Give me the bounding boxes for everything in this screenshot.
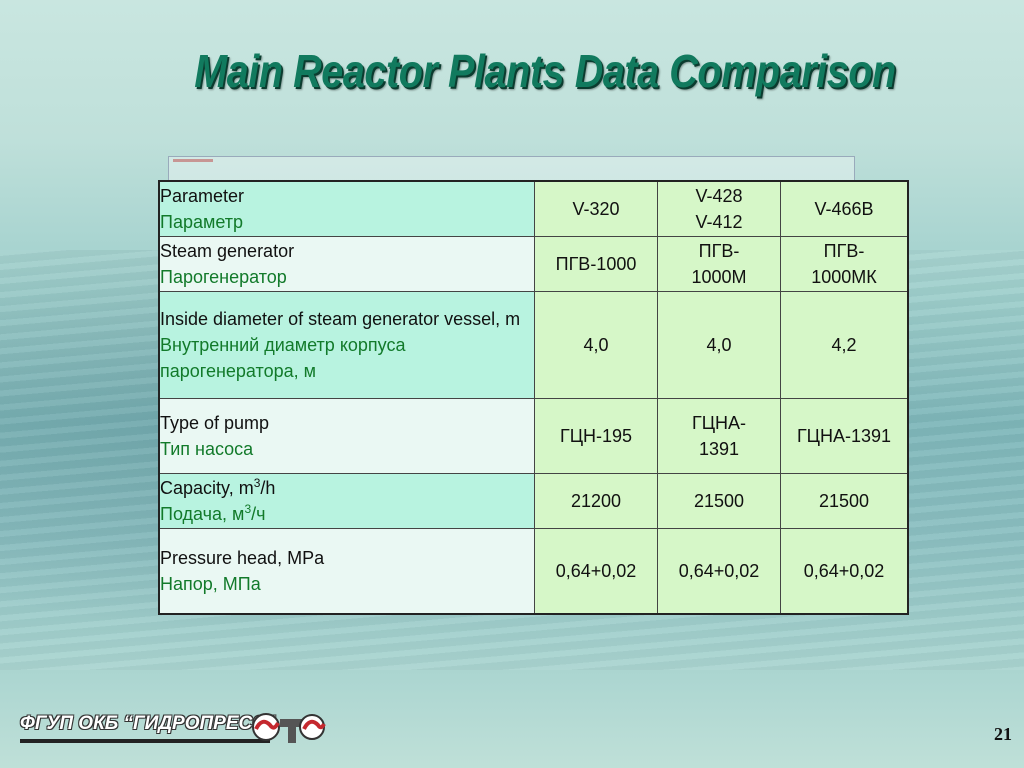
- value-line: 1391: [698, 438, 740, 459]
- param-en-unit: /h: [260, 477, 276, 498]
- table-row: Parameter Параметр V-320 V-428 V-412 V-46…: [158, 180, 909, 237]
- value-line: V-412: [695, 211, 743, 232]
- param-ru-text: Подача, м: [160, 503, 245, 524]
- value-line: 4,2: [831, 334, 857, 355]
- table-row: Type of pump Тип насоса ГЦН-195 ГЦНА- 139…: [158, 397, 909, 474]
- value-line: ГЦНА-: [691, 412, 747, 433]
- value-line: 0,64+0,02: [678, 560, 760, 581]
- value-line: ПГВ-1000: [555, 253, 637, 274]
- param-ru: Подача, м3/ч: [160, 501, 534, 527]
- param-cell: Pressure head, MPa Напор, МПа: [158, 527, 535, 615]
- value-v466: ГЦНА-1391: [780, 397, 909, 474]
- table-frame: [168, 156, 855, 183]
- logo-text: ФГУП ОКБ “ГИДРОПРЕСС”: [20, 713, 276, 734]
- value-v320: 0,64+0,02: [534, 527, 658, 615]
- param-ru: Тип насоса: [160, 438, 254, 459]
- param-cell: Inside diameter of steam generator vesse…: [158, 290, 535, 399]
- value-v466: ПГВ- 1000МК: [780, 235, 909, 292]
- table-row: Inside diameter of steam generator vesse…: [158, 290, 909, 399]
- value-v320: V-320: [534, 180, 658, 237]
- logo-underline: [20, 739, 270, 743]
- company-logo: ФГУП ОКБ “ГИДРОПРЕСС”: [20, 707, 340, 747]
- table-row: Steam generator Парогенератор ПГВ-1000 П…: [158, 235, 909, 292]
- value-v320: 21200: [534, 472, 658, 529]
- param-en-text: Capacity, m: [160, 477, 254, 498]
- value-line: 0,64+0,02: [803, 560, 885, 581]
- value-line: V-466B: [814, 198, 874, 219]
- table-row: Pressure head, MPa Напор, МПа 0,64+0,02 …: [158, 527, 909, 615]
- param-en: Steam generator: [160, 240, 295, 261]
- param-cell: Type of pump Тип насоса: [158, 397, 535, 474]
- value-v466: 4,2: [780, 290, 909, 399]
- param-ru: Парогенератор: [160, 266, 287, 287]
- value-v428: V-428 V-412: [657, 180, 781, 237]
- value-v428: 4,0: [657, 290, 781, 399]
- param-cell: Parameter Параметр: [158, 180, 535, 237]
- slide-title: Main Reactor Plants Data Comparison: [194, 45, 896, 97]
- superscript: 3: [244, 501, 252, 516]
- value-v466: 21500: [780, 472, 909, 529]
- param-ru-unit: /ч: [251, 503, 266, 524]
- value-v320: ГЦН-195: [534, 397, 658, 474]
- value-v428: 21500: [657, 472, 781, 529]
- comparison-table: Parameter Параметр V-320 V-428 V-412 V-46…: [158, 180, 909, 615]
- value-line: V-428: [695, 185, 743, 206]
- param-en: Inside diameter of steam generator vesse…: [160, 308, 521, 329]
- table-row: Capacity, m3/h Подача, м3/ч 21200 21500 …: [158, 472, 909, 529]
- value-line: 4,0: [706, 334, 732, 355]
- param-en: Pressure head, MPa: [160, 547, 325, 568]
- frame-mark: [173, 159, 213, 162]
- value-line: 21200: [570, 490, 622, 511]
- value-line: 4,0: [583, 334, 609, 355]
- value-line: 21500: [693, 490, 745, 511]
- param-ru: Внутренний диаметр корпуса парогенератор…: [160, 334, 406, 381]
- value-v320: ПГВ-1000: [534, 235, 658, 292]
- value-line: 21500: [818, 490, 870, 511]
- value-v466: 0,64+0,02: [780, 527, 909, 615]
- superscript: 3: [253, 475, 261, 490]
- value-line: 1000М: [691, 266, 747, 287]
- value-v428: 0,64+0,02: [657, 527, 781, 615]
- param-ru: Параметр: [160, 211, 244, 232]
- param-en: Capacity, m3/h: [160, 475, 534, 501]
- value-line: ГЦН-195: [559, 425, 633, 446]
- wave-logo-icon: [252, 713, 326, 743]
- value-line: ПГВ-: [823, 240, 865, 261]
- param-cell: Steam generator Парогенератор: [158, 235, 535, 292]
- value-v428: ГЦНА- 1391: [657, 397, 781, 474]
- value-line: V-320: [572, 198, 620, 219]
- value-line: ГЦНА-1391: [796, 425, 892, 446]
- param-en: Parameter: [160, 185, 245, 206]
- param-cell: Capacity, m3/h Подача, м3/ч: [158, 472, 535, 529]
- page-number: 21: [994, 724, 1012, 744]
- value-v320: 4,0: [534, 290, 658, 399]
- value-line: ПГВ-: [698, 240, 740, 261]
- param-en: Type of pump: [160, 412, 270, 433]
- param-ru: Напор, МПа: [160, 573, 261, 594]
- value-line: 1000МК: [811, 266, 877, 287]
- value-line: 0,64+0,02: [555, 560, 637, 581]
- value-v466: V-466B: [780, 180, 909, 237]
- value-v428: ПГВ- 1000М: [657, 235, 781, 292]
